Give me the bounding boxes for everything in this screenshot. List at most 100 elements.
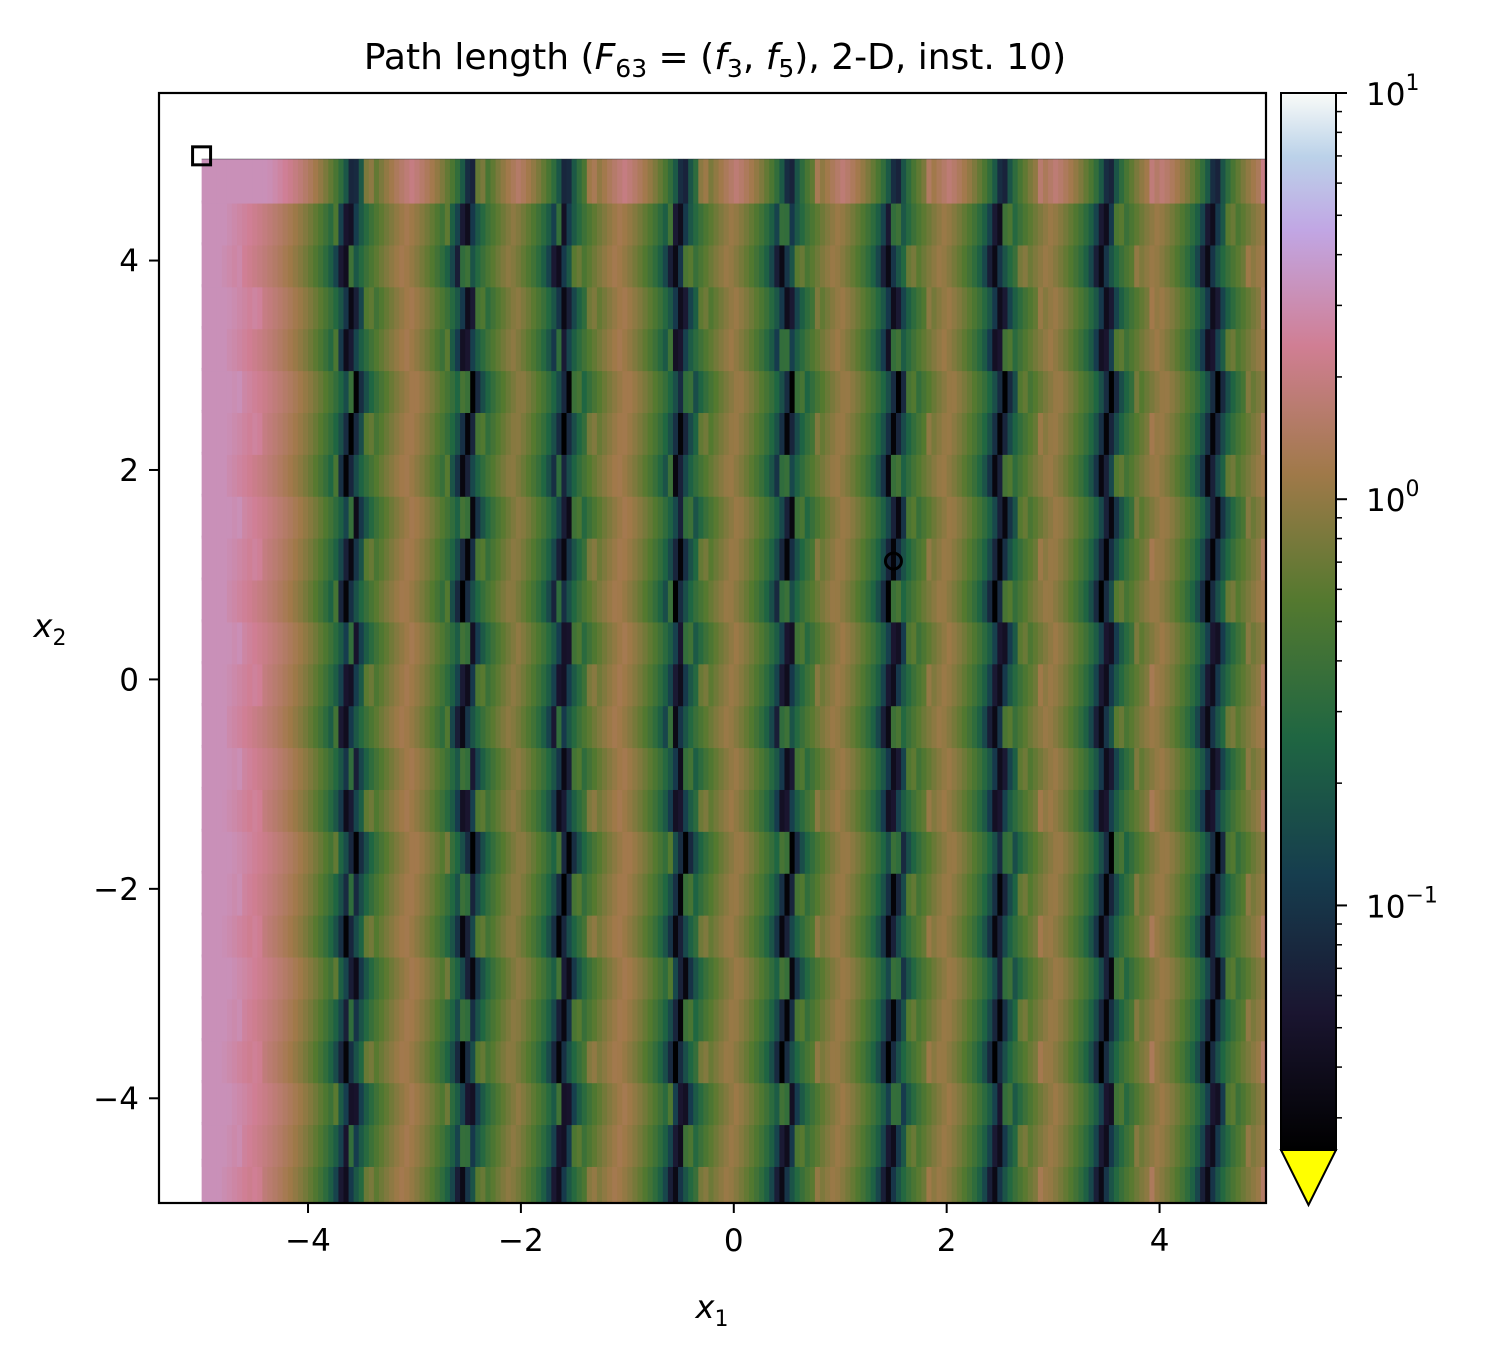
heatmap-cell [723, 577, 730, 623]
heatmap-cell [1240, 242, 1247, 288]
heatmap-cell [576, 410, 583, 455]
heatmap-cell [784, 326, 791, 372]
heatmap-cell [1174, 912, 1181, 958]
heatmap-cell [672, 494, 679, 539]
heatmap-cell [536, 1038, 542, 1084]
heatmap-cell [880, 284, 887, 330]
heatmap-cell [536, 368, 542, 413]
heatmap-cell [657, 954, 664, 1000]
heatmap-cell [308, 787, 314, 832]
heatmap-cell [799, 912, 806, 958]
heatmap-cell [313, 1038, 319, 1084]
heatmap-cell [1240, 661, 1247, 707]
heatmap-cell [723, 452, 730, 497]
heatmap-cell [586, 912, 593, 958]
heatmap-cell [728, 912, 735, 958]
heatmap-cell [835, 410, 841, 455]
heatmap-cell [480, 368, 487, 413]
heatmap-cell [703, 326, 710, 372]
heatmap-cell [875, 368, 882, 413]
heatmap-cell [333, 703, 340, 749]
heatmap-cell [211, 200, 218, 246]
heatmap-cell [302, 326, 309, 372]
heatmap-cell [840, 284, 846, 330]
heatmap-cell [338, 619, 345, 665]
heatmap-cell [480, 535, 487, 581]
heatmap-cell [617, 745, 623, 790]
heatmap-cell [358, 284, 365, 330]
heatmap-cell [262, 954, 269, 1000]
heatmap-cell [743, 410, 750, 455]
heatmap-cell [784, 787, 791, 832]
heatmap-cell [819, 535, 826, 581]
heatmap-cell [982, 494, 988, 539]
heatmap-cell [977, 452, 983, 497]
heatmap-cell [1063, 787, 1069, 832]
heatmap-cell [1154, 410, 1161, 455]
heatmap-cell [936, 535, 943, 581]
heatmap-cell [444, 284, 451, 330]
heatmap-cell [556, 1080, 563, 1126]
heatmap-cell [262, 661, 269, 707]
heatmap-cell [500, 284, 507, 330]
heatmap-cell [982, 745, 988, 790]
heatmap-cell [272, 619, 279, 665]
heatmap-cell [1078, 284, 1085, 330]
heatmap-cell [455, 577, 461, 623]
heatmap-cell [211, 745, 218, 790]
heatmap-cell [733, 200, 740, 246]
heatmap-cell [901, 1080, 907, 1126]
heatmap-cell [1184, 912, 1191, 958]
heatmap-cell [814, 829, 821, 874]
heatmap-cell [566, 912, 573, 958]
heatmap-cell [759, 326, 765, 372]
heatmap-cell [627, 1122, 634, 1167]
heatmap-cell [946, 829, 953, 874]
heatmap-cell [759, 242, 765, 288]
heatmap-cell [819, 1122, 826, 1167]
heatmap-cell [1119, 954, 1125, 1000]
heatmap-cell [992, 535, 998, 581]
heatmap-cell [901, 619, 907, 665]
heatmap-cell [627, 368, 634, 413]
heatmap-cell [1129, 535, 1135, 581]
heatmap-cell [637, 242, 644, 288]
heatmap-cell [723, 1159, 730, 1203]
heatmap-cell [561, 242, 568, 288]
heatmap-cell [1017, 954, 1024, 1000]
heatmap-cell [748, 619, 755, 665]
heatmap-cell [581, 326, 588, 372]
heatmap-cell [1113, 871, 1120, 916]
heatmap-cell [1007, 452, 1014, 497]
heatmap-cell [1230, 1080, 1237, 1126]
heatmap-cell [1068, 1038, 1074, 1084]
heatmap-cell [1073, 368, 1080, 413]
heatmap-cell [1007, 1080, 1014, 1126]
heatmap-cell [1012, 1122, 1019, 1167]
heatmap-cell [880, 1122, 887, 1167]
heatmap-cell [282, 619, 289, 665]
heatmap-cell [1053, 284, 1059, 330]
heatmap-cell [1108, 410, 1115, 455]
heatmap-cell [703, 619, 710, 665]
heatmap-cell [551, 703, 557, 749]
heatmap-cell [1002, 787, 1009, 832]
heatmap-cell [551, 1080, 557, 1126]
heatmap-cell [835, 242, 841, 288]
heatmap-cell [1119, 1122, 1125, 1167]
heatmap-cell [789, 1038, 796, 1084]
heatmap-cell [1002, 535, 1009, 581]
heatmap-cell [840, 787, 846, 832]
heatmap-cell [561, 1122, 568, 1167]
heatmap-cell [1042, 410, 1049, 455]
heatmap-cell [911, 1159, 917, 1203]
heatmap-cell [282, 284, 289, 330]
heatmap-cell [373, 1080, 380, 1126]
heatmap-cell [1124, 829, 1130, 874]
heatmap-cell [992, 829, 998, 874]
heatmap-cell [1225, 912, 1232, 958]
heatmap-cell [455, 912, 461, 958]
heatmap-cell [627, 410, 634, 455]
heatmap-cell [637, 954, 644, 1000]
heatmap-cell [972, 410, 978, 455]
